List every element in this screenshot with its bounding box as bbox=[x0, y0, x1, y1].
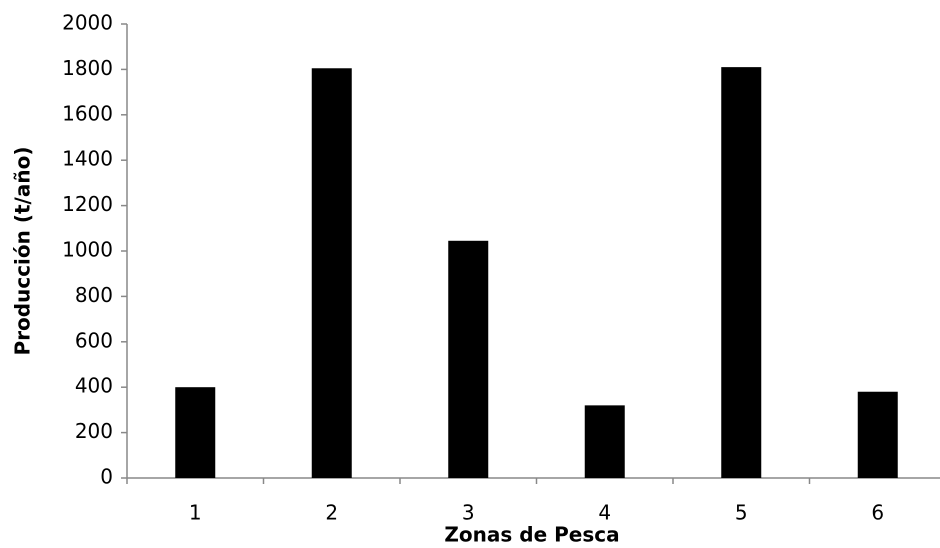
y-tick-label: 200 bbox=[75, 419, 113, 443]
y-tick-label: 0 bbox=[100, 465, 113, 489]
x-tick-label: 1 bbox=[189, 501, 202, 525]
x-tick-label: 3 bbox=[462, 501, 475, 525]
bar bbox=[721, 67, 762, 478]
y-axis-title: Producción (t/año) bbox=[11, 147, 35, 356]
bar bbox=[311, 68, 352, 478]
y-tick-label: 1600 bbox=[62, 101, 113, 125]
y-tick-label: 1800 bbox=[62, 56, 113, 80]
y-tick-label: 1000 bbox=[62, 238, 113, 262]
y-tick-label: 800 bbox=[75, 283, 113, 307]
y-tick-label: 400 bbox=[75, 374, 113, 398]
x-tick-label: 2 bbox=[325, 501, 338, 525]
x-tick-label: 6 bbox=[871, 501, 884, 525]
bar bbox=[584, 405, 625, 478]
x-axis-title: Zonas de Pesca bbox=[444, 523, 619, 547]
bar bbox=[175, 387, 216, 478]
bar bbox=[448, 240, 489, 478]
y-tick-label: 1400 bbox=[62, 147, 113, 171]
y-tick-label: 2000 bbox=[62, 11, 113, 35]
y-tick-label: 1200 bbox=[62, 192, 113, 216]
y-tick-label: 600 bbox=[75, 328, 113, 352]
x-tick-label: 4 bbox=[598, 501, 611, 525]
x-tick-label: 5 bbox=[735, 501, 748, 525]
bar bbox=[857, 391, 898, 478]
